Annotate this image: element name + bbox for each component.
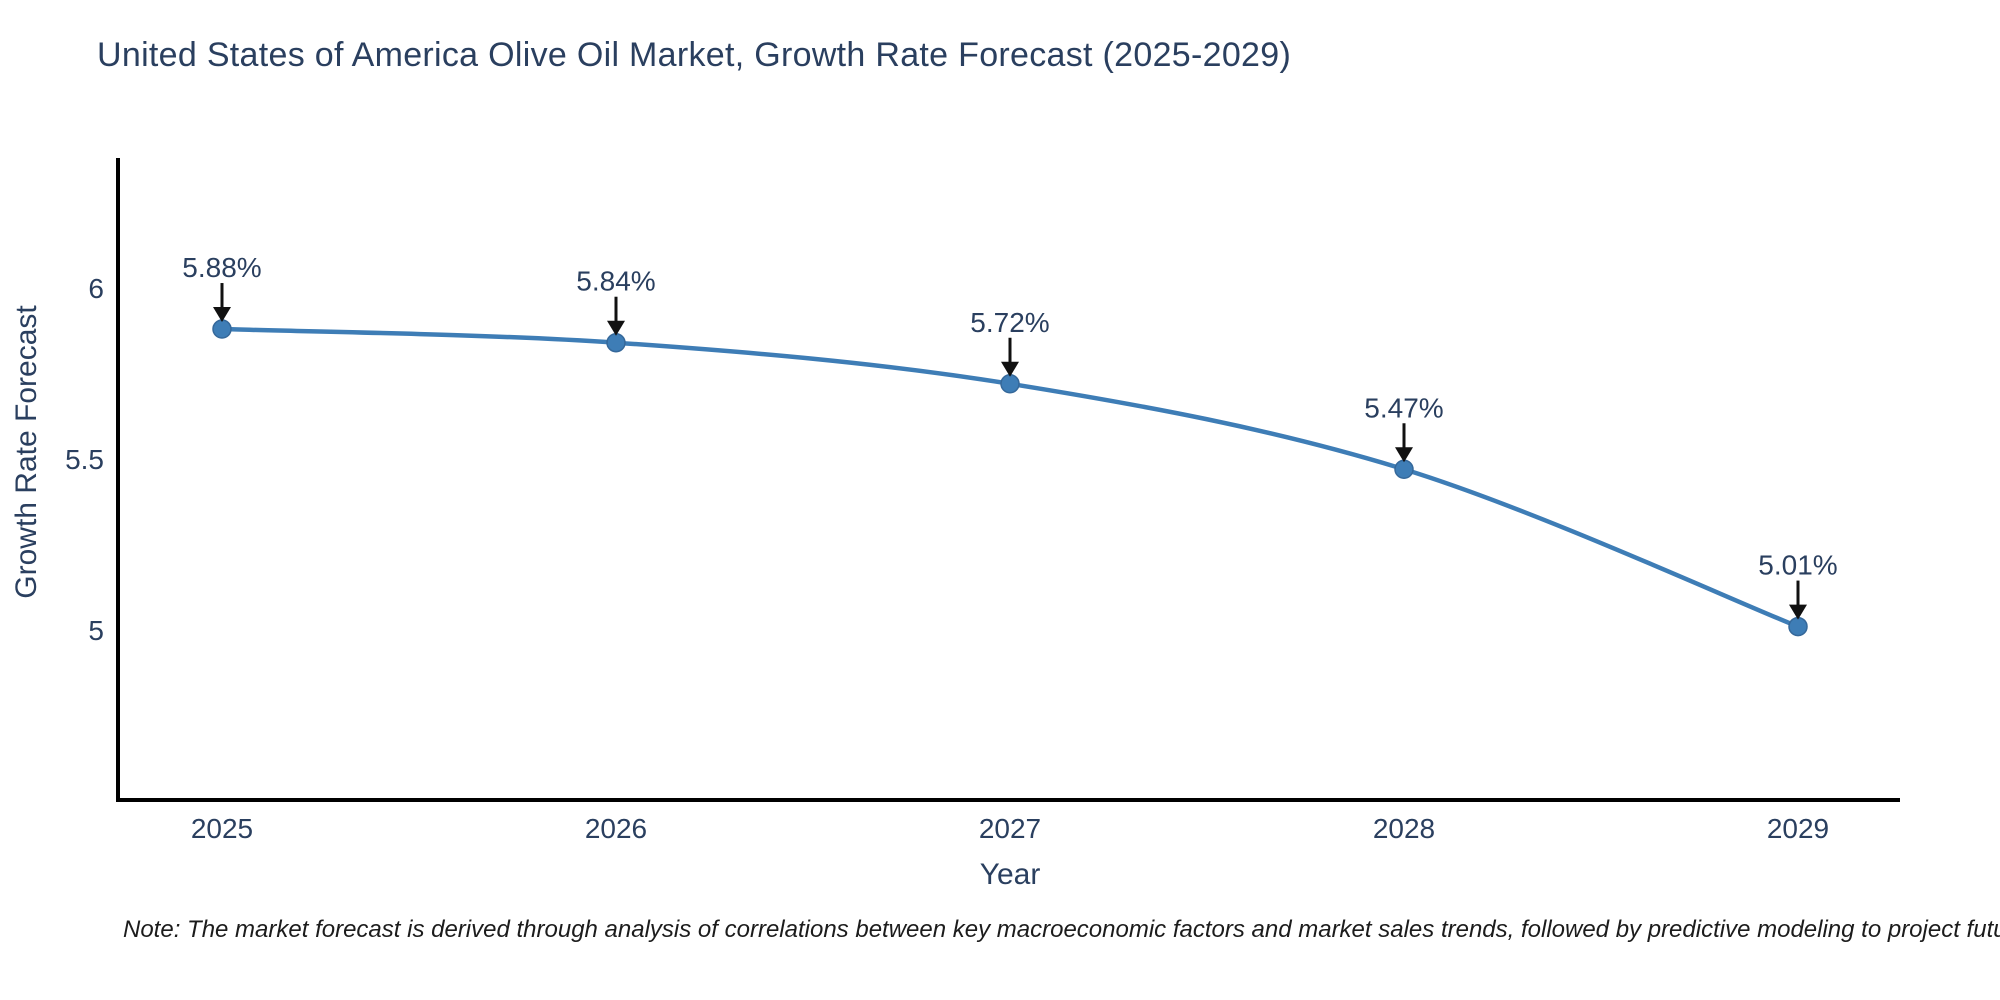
data-point-marker: [1000, 374, 1020, 394]
data-point-marker: [212, 319, 232, 339]
annotation-arrowhead: [213, 307, 231, 323]
y-axis-title: Growth Rate Forecast: [10, 305, 43, 599]
annotation-arrowhead: [1395, 447, 1413, 463]
x-tick-label: 2028: [1373, 813, 1435, 844]
data-point-label: 5.84%: [576, 266, 655, 297]
data-point-label: 5.88%: [182, 252, 261, 283]
data-point-marker: [1394, 459, 1414, 480]
data-point-marker: [1788, 616, 1808, 637]
data-point-label: 5.01%: [1758, 550, 1837, 581]
y-tick-label: 5.5: [65, 444, 104, 475]
x-tick-label: 2029: [1767, 813, 1829, 844]
annotation-arrowhead: [1001, 361, 1019, 377]
data-point-label: 5.47%: [1364, 392, 1443, 423]
chart-title: United States of America Olive Oil Marke…: [97, 36, 1292, 74]
x-tick-label: 2026: [585, 813, 647, 844]
x-tick-label: 2027: [979, 813, 1041, 844]
x-tick-label: 2025: [191, 813, 253, 844]
annotation-arrowhead: [607, 320, 625, 336]
y-tick-label: 5: [88, 615, 104, 646]
x-axis-title: Year: [979, 858, 1041, 891]
data-point-marker: [606, 332, 626, 353]
data-point-label: 5.72%: [970, 307, 1049, 338]
footnote: Note: The market forecast is derived thr…: [123, 916, 2000, 943]
y-tick-label: 6: [88, 273, 104, 304]
annotation-arrowhead: [1789, 604, 1807, 620]
